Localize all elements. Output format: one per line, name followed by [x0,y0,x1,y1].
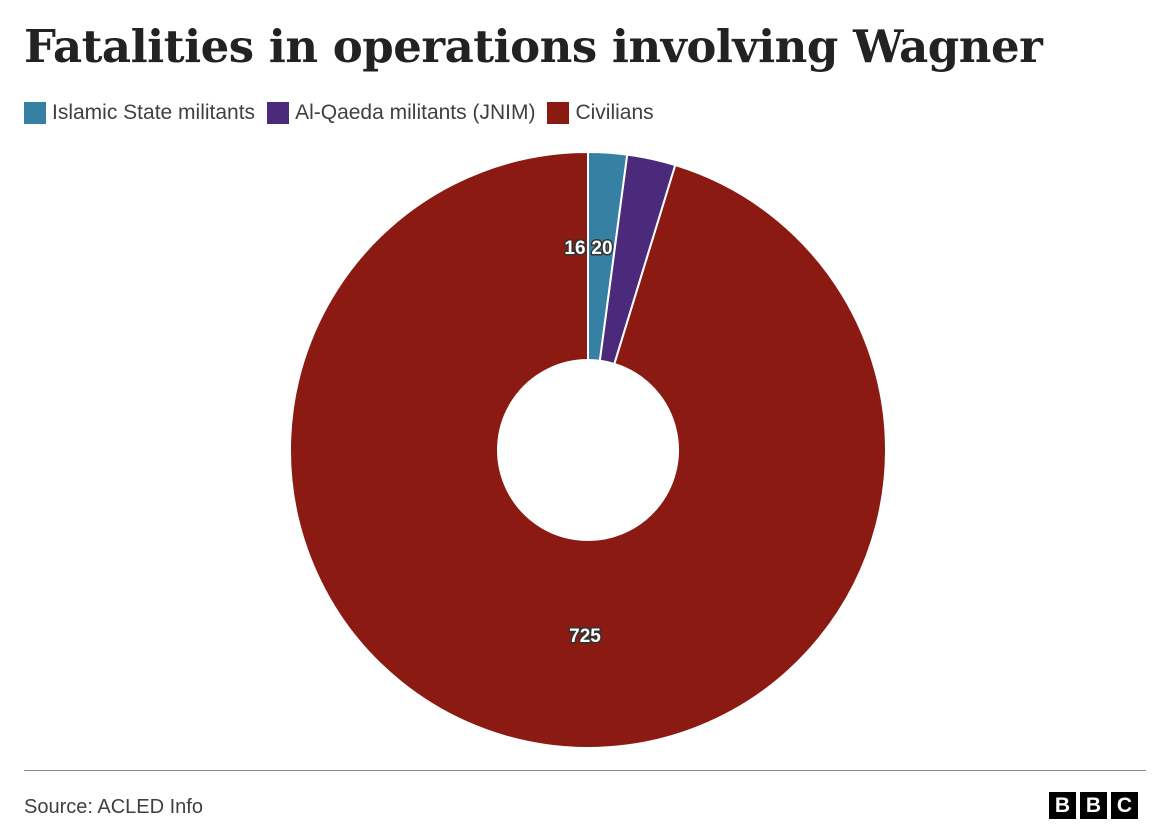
data-label-al-qaeda: 20 [591,238,612,259]
donut-slice-al-qaeda [598,153,677,366]
bbc-logo-letter-3: C [1111,792,1138,819]
bbc-logo: B B C [1049,792,1138,819]
footer-divider [24,770,1146,771]
source-note: Source: ACLED Info [24,796,203,818]
legend-swatch-civilians [547,102,570,124]
bbc-logo-letter-2: B [1080,792,1107,819]
donut-slice-civilians [289,150,887,749]
data-label-civilians: 725 [569,626,601,647]
legend-item-al-qaeda: Al-Qaeda militants (JNIM) [267,101,535,125]
legend-label-islamic-state: Islamic State militants [52,101,256,124]
legend-item-civilians: Civilians [547,101,654,125]
bbc-logo-letter-1: B [1049,792,1076,819]
data-label-islamic-state: 16 [564,238,585,259]
donut-slice-islamic-state [587,150,629,362]
chart-title: Fatalities in operations involving Wagne… [24,20,1043,73]
legend-label-civilians: Civilians [575,101,654,124]
legend-item-islamic-state: Islamic State militants [24,101,255,125]
legend: Islamic State militants Al-Qaeda militan… [24,99,666,127]
legend-swatch-al-qaeda [267,102,290,124]
legend-swatch-islamic-state [24,102,46,124]
legend-label-al-qaeda: Al-Qaeda militants (JNIM) [295,101,536,124]
